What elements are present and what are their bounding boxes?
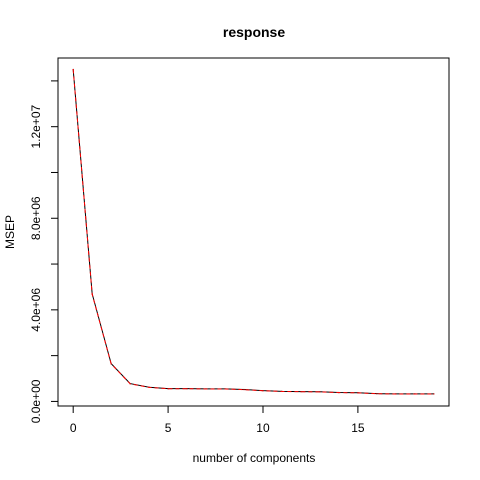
y-axis: 0.0e+00 4.0e+06 8.0e+06 1.2e+07 (29, 80, 59, 423)
data-point (129, 383, 131, 385)
y-tick-label: 0.0e+00 (29, 379, 43, 423)
data-point (243, 389, 245, 391)
data-point (148, 386, 150, 388)
y-axis-label: MSEP (3, 215, 17, 249)
x-axis-label: number of components (193, 451, 316, 465)
data-point (433, 393, 435, 395)
data-point (262, 390, 264, 392)
y-tick-label: 1.2e+07 (29, 105, 43, 149)
data-point (91, 293, 93, 295)
data-point (338, 392, 340, 394)
data-point (281, 390, 283, 393)
data-point (72, 68, 74, 71)
y-tick-label: 8.0e+06 (29, 196, 43, 240)
data-point (110, 363, 112, 365)
series-line-2 (72, 69, 434, 395)
data-point (300, 391, 302, 393)
x-tick-label: 0 (70, 421, 77, 435)
data-point (205, 388, 207, 390)
x-tick-label: 5 (165, 421, 172, 435)
data-point (167, 388, 169, 390)
data-point (186, 388, 188, 390)
data-point (376, 393, 378, 395)
x-tick-label: 15 (351, 421, 365, 435)
data-point (319, 391, 321, 393)
data-point (395, 393, 397, 395)
data-point (414, 393, 416, 395)
series-layer (72, 68, 435, 395)
data-point (224, 388, 226, 390)
x-axis: 0 5 10 15 (70, 405, 365, 435)
y-tick-label: 4.0e+06 (29, 288, 43, 332)
data-point (357, 392, 359, 394)
x-tick-label: 10 (256, 421, 270, 435)
chart-title: response (223, 24, 285, 40)
